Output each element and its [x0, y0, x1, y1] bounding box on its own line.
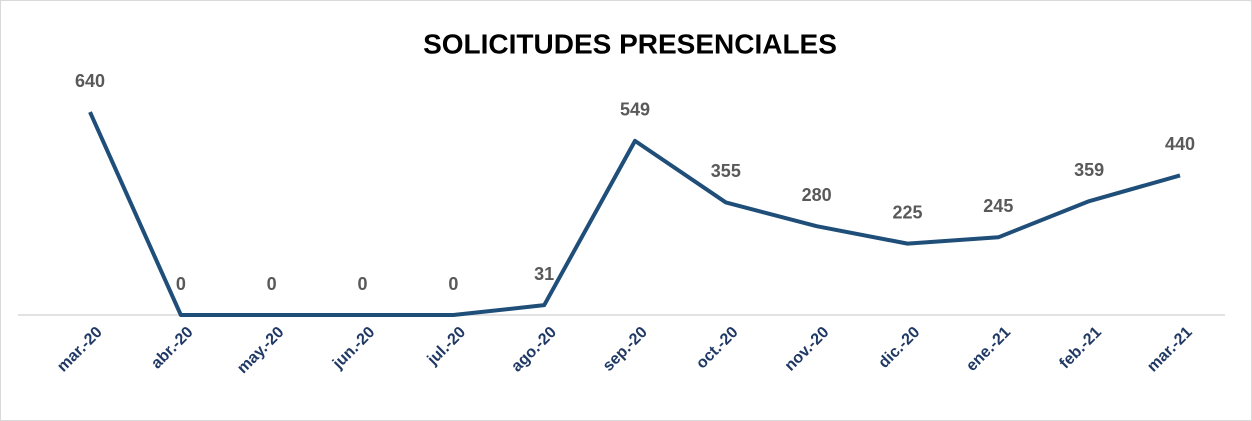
data-label: 0 [176, 274, 186, 294]
data-label: 280 [802, 185, 832, 205]
data-label: 31 [534, 264, 554, 284]
data-label: 359 [1074, 160, 1104, 180]
data-label: 0 [267, 274, 277, 294]
data-label: 440 [1165, 134, 1195, 154]
data-label: 245 [983, 196, 1013, 216]
data-label: 640 [75, 71, 105, 91]
data-label: 0 [448, 274, 458, 294]
data-label: 225 [892, 202, 922, 222]
chart-title: SOLICITUDES PRESENCIALES [423, 28, 837, 59]
data-label: 0 [357, 274, 367, 294]
data-label: 355 [711, 161, 741, 181]
line-series [88, 111, 1181, 317]
data-label: 549 [620, 100, 650, 120]
